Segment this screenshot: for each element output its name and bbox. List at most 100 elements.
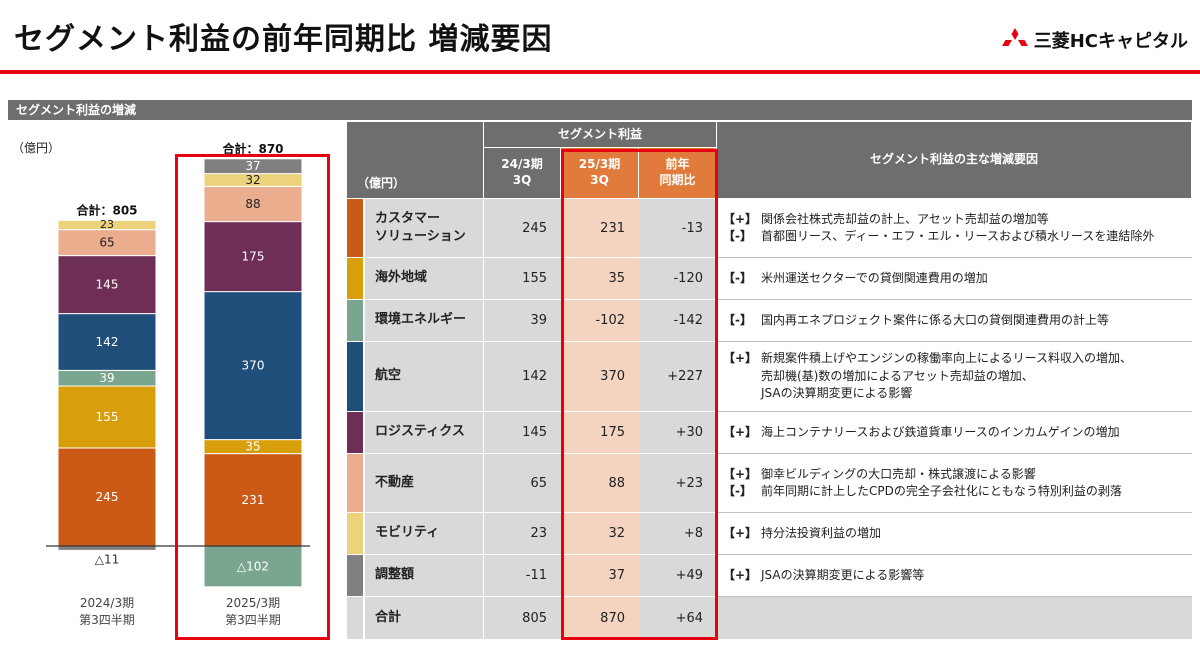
factor-tag: 【-】 bbox=[723, 229, 752, 243]
factor-tag: 【-】 bbox=[723, 270, 752, 285]
chart-current-period-highlight bbox=[175, 154, 330, 640]
factor-text: 前年同期に計上したCPDの完全子会社化にともなう特別利益の剥落 bbox=[761, 484, 1122, 498]
value-prev: 23 bbox=[484, 513, 561, 554]
value-diff: -13 bbox=[639, 199, 717, 257]
factor-line: 【-】 前年同期に計上したCPDの完全子会社化にともなう特別利益の剥落 bbox=[723, 483, 1192, 500]
factor-tag: 【+】 bbox=[723, 424, 758, 439]
row-divider bbox=[717, 512, 1192, 513]
value-curr: 175 bbox=[561, 412, 639, 453]
bar-data-label: 142 bbox=[96, 335, 119, 349]
total-swatch bbox=[347, 597, 363, 639]
bar-data-label: 145 bbox=[96, 278, 119, 292]
value-curr: 37 bbox=[561, 555, 639, 596]
value-curr: 231 bbox=[561, 199, 639, 257]
bar-data-label: 65 bbox=[99, 236, 114, 250]
page-title: セグメント利益の前年同期比 増減要因 bbox=[14, 22, 553, 57]
value-prev: 142 bbox=[484, 342, 561, 411]
factor-tag: 【-】 bbox=[723, 312, 752, 327]
total-diff: +64 bbox=[639, 597, 717, 639]
header-rule bbox=[0, 70, 1200, 74]
segment-factors: 【+】 海上コンテナリースおよび鉄道貨車リースのインカムゲインの増加 bbox=[717, 412, 1192, 453]
chart-unit-label: （億円） bbox=[12, 141, 61, 155]
bar-data-label: 32 bbox=[245, 173, 260, 187]
bar-data-label: 245 bbox=[96, 490, 119, 504]
col-header-diff: 前年 同期比 bbox=[639, 148, 717, 199]
value-prev: 39 bbox=[484, 300, 561, 341]
value-curr: 35 bbox=[561, 258, 639, 299]
value-prev: 65 bbox=[484, 454, 561, 512]
factor-text: 売却機(基)数の増加によるアセット売却益の増加、 bbox=[761, 368, 1034, 383]
value-diff: -142 bbox=[639, 300, 717, 341]
value-prev: 245 bbox=[484, 199, 561, 257]
x-axis-category-label: 2025/3期 bbox=[226, 596, 280, 610]
bar-data-label: 39 bbox=[99, 371, 114, 385]
bar-data-label: △11 bbox=[95, 552, 120, 566]
value-diff: -120 bbox=[639, 258, 717, 299]
bar-segment bbox=[203, 185, 303, 223]
segment-color-swatch bbox=[347, 342, 363, 411]
value-curr: 32 bbox=[561, 513, 639, 554]
total-factors-blank bbox=[717, 597, 1192, 639]
segment-factors: 【+】 新規案件積上げやエンジンの稼働率向上によるリース料収入の増加、 売却機(基)… bbox=[717, 342, 1192, 411]
factor-line: 【+】 御幸ビルディングの大口売却・株式譲渡による影響 bbox=[723, 466, 1192, 483]
value-prev: -11 bbox=[484, 555, 561, 596]
segment-factors: 【-】 米州運送セクターでの貸倒関連費用の増加 bbox=[717, 258, 1192, 299]
x-axis-category-label: 第3四半期 bbox=[225, 613, 281, 627]
segment-name: モビリティ bbox=[365, 513, 483, 554]
bar-data-label: 155 bbox=[96, 410, 119, 424]
value-diff: +30 bbox=[639, 412, 717, 453]
segment-color-swatch bbox=[347, 199, 363, 257]
row-divider bbox=[717, 411, 1192, 412]
segment-name: 海外地域 bbox=[365, 258, 483, 299]
factor-tag: 【+】 bbox=[723, 567, 758, 582]
bar-segment bbox=[203, 158, 303, 175]
table-current-period-highlight bbox=[561, 149, 718, 640]
factor-line: 【+】 関係会社株式売却益の計上、アセット売却益の増加等 bbox=[723, 211, 1192, 228]
total-curr: 870 bbox=[561, 597, 639, 639]
segment-factors: 【+】 持分法投資利益の増加 bbox=[717, 513, 1192, 554]
row-divider bbox=[717, 554, 1192, 555]
factor-line: 【-】 首都圏リース、ディー・エフ・エル・リースおよび積水リースを連結除外 bbox=[723, 228, 1192, 245]
x-axis-category-label: 2024/3期 bbox=[80, 596, 134, 610]
value-prev: 155 bbox=[484, 258, 561, 299]
segment-color-swatch bbox=[347, 300, 363, 341]
segment-color-swatch bbox=[347, 454, 363, 512]
segment-color-swatch bbox=[347, 513, 363, 554]
factor-tag: 【+】 bbox=[723, 351, 758, 366]
bar-data-label: 231 bbox=[242, 493, 265, 507]
factor-tag: 【-】 bbox=[723, 484, 752, 498]
segment-name: 環境エネルギー bbox=[365, 300, 483, 341]
section-header: セグメント利益の増減 bbox=[8, 100, 1192, 120]
bar-data-label: 88 bbox=[245, 197, 260, 211]
bar-data-label: 23 bbox=[100, 218, 114, 231]
factor-text: JSAの決算期変更による影響 bbox=[761, 386, 913, 401]
value-curr: 88 bbox=[561, 454, 639, 512]
factor-text: 関係会社株式売却益の計上、アセット売却益の増加等 bbox=[761, 211, 1049, 226]
bar-segment bbox=[203, 453, 303, 547]
segment-factors: 【-】 国内再エネプロジェクト案件に係る大口の貸倒関連費用の計上等 bbox=[717, 300, 1192, 341]
bar-segment bbox=[203, 221, 303, 293]
factor-tag: 【+】 bbox=[723, 466, 758, 481]
logo-text: 三菱HCキャピタル bbox=[1033, 31, 1188, 52]
factor-text: 御幸ビルディングの大口売却・株式譲渡による影響 bbox=[761, 466, 1036, 481]
segment-name: 調整額 bbox=[365, 555, 483, 596]
total-label: 合計 bbox=[365, 597, 483, 639]
value-curr: -102 bbox=[561, 300, 639, 341]
value-diff: +23 bbox=[639, 454, 717, 512]
segment-color-swatch bbox=[347, 258, 363, 299]
bar-data-label: 370 bbox=[242, 359, 265, 373]
factor-text: 国内再エネプロジェクト案件に係る大口の貸倒関連費用の計上等 bbox=[761, 312, 1110, 327]
row-divider bbox=[717, 596, 1192, 597]
value-diff: +49 bbox=[639, 555, 717, 596]
bar-data-label: 35 bbox=[245, 440, 260, 454]
bar-segment bbox=[57, 545, 157, 551]
x-axis-category-label: 第3四半期 bbox=[79, 613, 135, 627]
bar-segment bbox=[57, 219, 157, 231]
segment-name: ロジスティクス bbox=[365, 412, 483, 453]
factor-line: 【-】 米州運送セクターでの貸倒関連費用の増加 bbox=[723, 270, 1192, 287]
factor-text: 海上コンテナリースおよび鉄道貨車リースのインカムゲインの増加 bbox=[761, 424, 1120, 439]
row-divider bbox=[717, 453, 1192, 454]
factor-line: JSAの決算期変更による影響 bbox=[723, 385, 1192, 402]
bar-total-label: 合計：870 bbox=[222, 141, 283, 156]
